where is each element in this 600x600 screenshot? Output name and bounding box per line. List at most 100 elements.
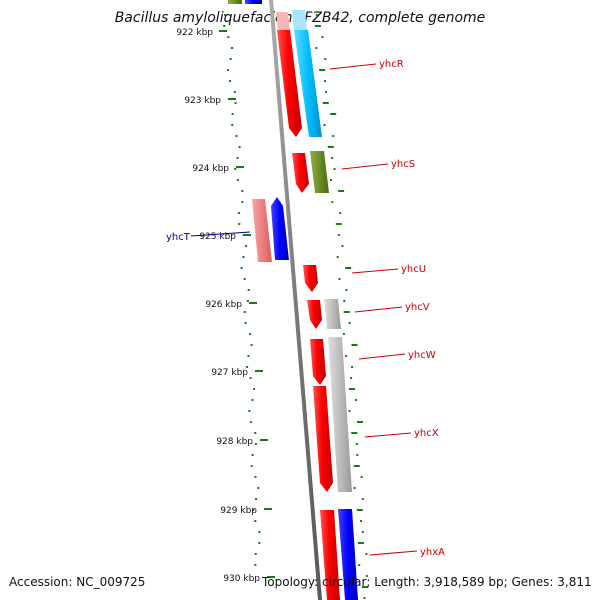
gc-dash <box>257 487 260 489</box>
gc-dash <box>351 344 358 346</box>
gc-dash <box>255 498 258 500</box>
gc-dash <box>322 102 329 104</box>
gc-dash <box>248 410 251 412</box>
gc-dash <box>349 388 355 390</box>
gc-dash <box>240 267 243 269</box>
gene-label-yhcU: yhcU <box>401 264 426 275</box>
gc-dash <box>250 344 253 346</box>
gc-dash <box>315 14 318 16</box>
gc-dash <box>330 113 337 115</box>
gc-dash <box>343 311 350 313</box>
label-leader-yhcS <box>341 163 389 170</box>
gc-dash <box>365 575 368 577</box>
scale-label-926: 926 kbp <box>205 300 242 310</box>
label-leader-yhcV <box>354 306 403 313</box>
gc-dash <box>251 399 254 401</box>
gc-dash <box>319 69 326 71</box>
gc-dash <box>242 256 245 258</box>
gc-dash <box>341 245 344 247</box>
gc-dash <box>231 113 234 115</box>
gc-dash <box>249 333 252 335</box>
gc-dash <box>253 388 256 390</box>
label-leader-yhxA <box>369 550 418 556</box>
gc-dash <box>353 487 356 489</box>
gc-dash <box>345 267 352 269</box>
label-leader-yhcW <box>358 353 406 360</box>
gc-dash <box>227 69 229 71</box>
gc-dash <box>252 509 255 511</box>
gc-dash <box>332 135 335 137</box>
gc-dash <box>249 421 252 423</box>
gene-feature-yhcT-blue <box>271 197 289 260</box>
gc-dash <box>238 146 241 148</box>
gene-feature-top-olive <box>228 0 242 4</box>
gc-dash <box>325 91 327 93</box>
gc-dash <box>323 124 326 126</box>
gc-dash <box>324 80 326 82</box>
gene-feature-cyan <box>294 30 322 137</box>
scale-label-922: 922 kbp <box>176 28 213 38</box>
gc-dash <box>338 278 341 280</box>
gene-feature-yhxA-blue <box>338 509 358 600</box>
gc-dash <box>247 355 250 357</box>
gene-feature-yhcR <box>277 30 302 137</box>
gc-dash <box>358 564 361 566</box>
gc-dash <box>314 25 321 27</box>
gene-label-yhxA: yhxA <box>420 547 445 558</box>
gc-dash <box>233 91 236 93</box>
gc-dash <box>353 465 360 467</box>
gc-dash <box>236 179 239 181</box>
label-leader-yhcU <box>351 268 399 274</box>
label-leader-yhcR <box>329 63 377 70</box>
gc-dash <box>234 102 237 104</box>
genome-backbone <box>269 0 322 600</box>
scale-label-924: 924 kbp <box>192 164 229 174</box>
gc-dash <box>255 443 257 445</box>
gene-feature-top-blue <box>245 0 262 4</box>
accession-text: Accession: NC_009725 <box>9 575 146 589</box>
gc-dash <box>224 14 227 16</box>
gene-label-yhcX: yhcX <box>414 428 439 439</box>
gc-dash <box>254 520 257 522</box>
gc-dash <box>343 300 346 302</box>
label-leader-yhcX <box>364 432 412 438</box>
scale-ticks <box>219 30 275 578</box>
gene-feature-yhcR-cyan-head <box>292 10 307 30</box>
label-leader-yhcT <box>190 231 251 237</box>
gc-dash <box>356 509 363 511</box>
scale-label-930: 930 kbp <box>223 574 260 584</box>
gene-feature-yhcU <box>303 265 318 292</box>
gc-dash <box>336 256 339 258</box>
gene-feature-gray-long <box>328 337 352 492</box>
gc-dash <box>357 542 364 544</box>
gc-dash <box>342 333 345 335</box>
gc-dash <box>258 531 261 533</box>
gc-dash <box>357 421 363 423</box>
gc-dash <box>247 289 250 291</box>
gc-dash <box>238 223 241 225</box>
gc-dash <box>363 597 366 599</box>
gc-dash <box>331 157 334 159</box>
gc-dash <box>243 278 246 280</box>
gene-feature-yhcV-gray <box>324 299 341 329</box>
gene-label-yhcT: yhcT <box>166 232 191 243</box>
gc-dash <box>223 25 226 27</box>
gene-feature-yhcV <box>307 300 322 329</box>
gc-dash <box>249 377 252 379</box>
gc-dash <box>315 47 318 49</box>
gc-dash <box>321 36 324 38</box>
gc-dash <box>227 36 230 38</box>
gc-dash <box>361 498 364 500</box>
gc-dash <box>339 212 342 214</box>
scale-label-927: 927 kbp <box>211 368 248 378</box>
gc-dash <box>231 47 233 49</box>
gc-dash <box>335 223 342 225</box>
gene-feature-olive <box>310 151 329 193</box>
gc-dash <box>235 135 238 137</box>
gc-dash <box>348 410 351 412</box>
gene-features <box>228 0 358 600</box>
gc-dash <box>360 520 362 522</box>
scale-label-923: 923 kbp <box>184 96 221 106</box>
gc-dash <box>350 377 353 379</box>
